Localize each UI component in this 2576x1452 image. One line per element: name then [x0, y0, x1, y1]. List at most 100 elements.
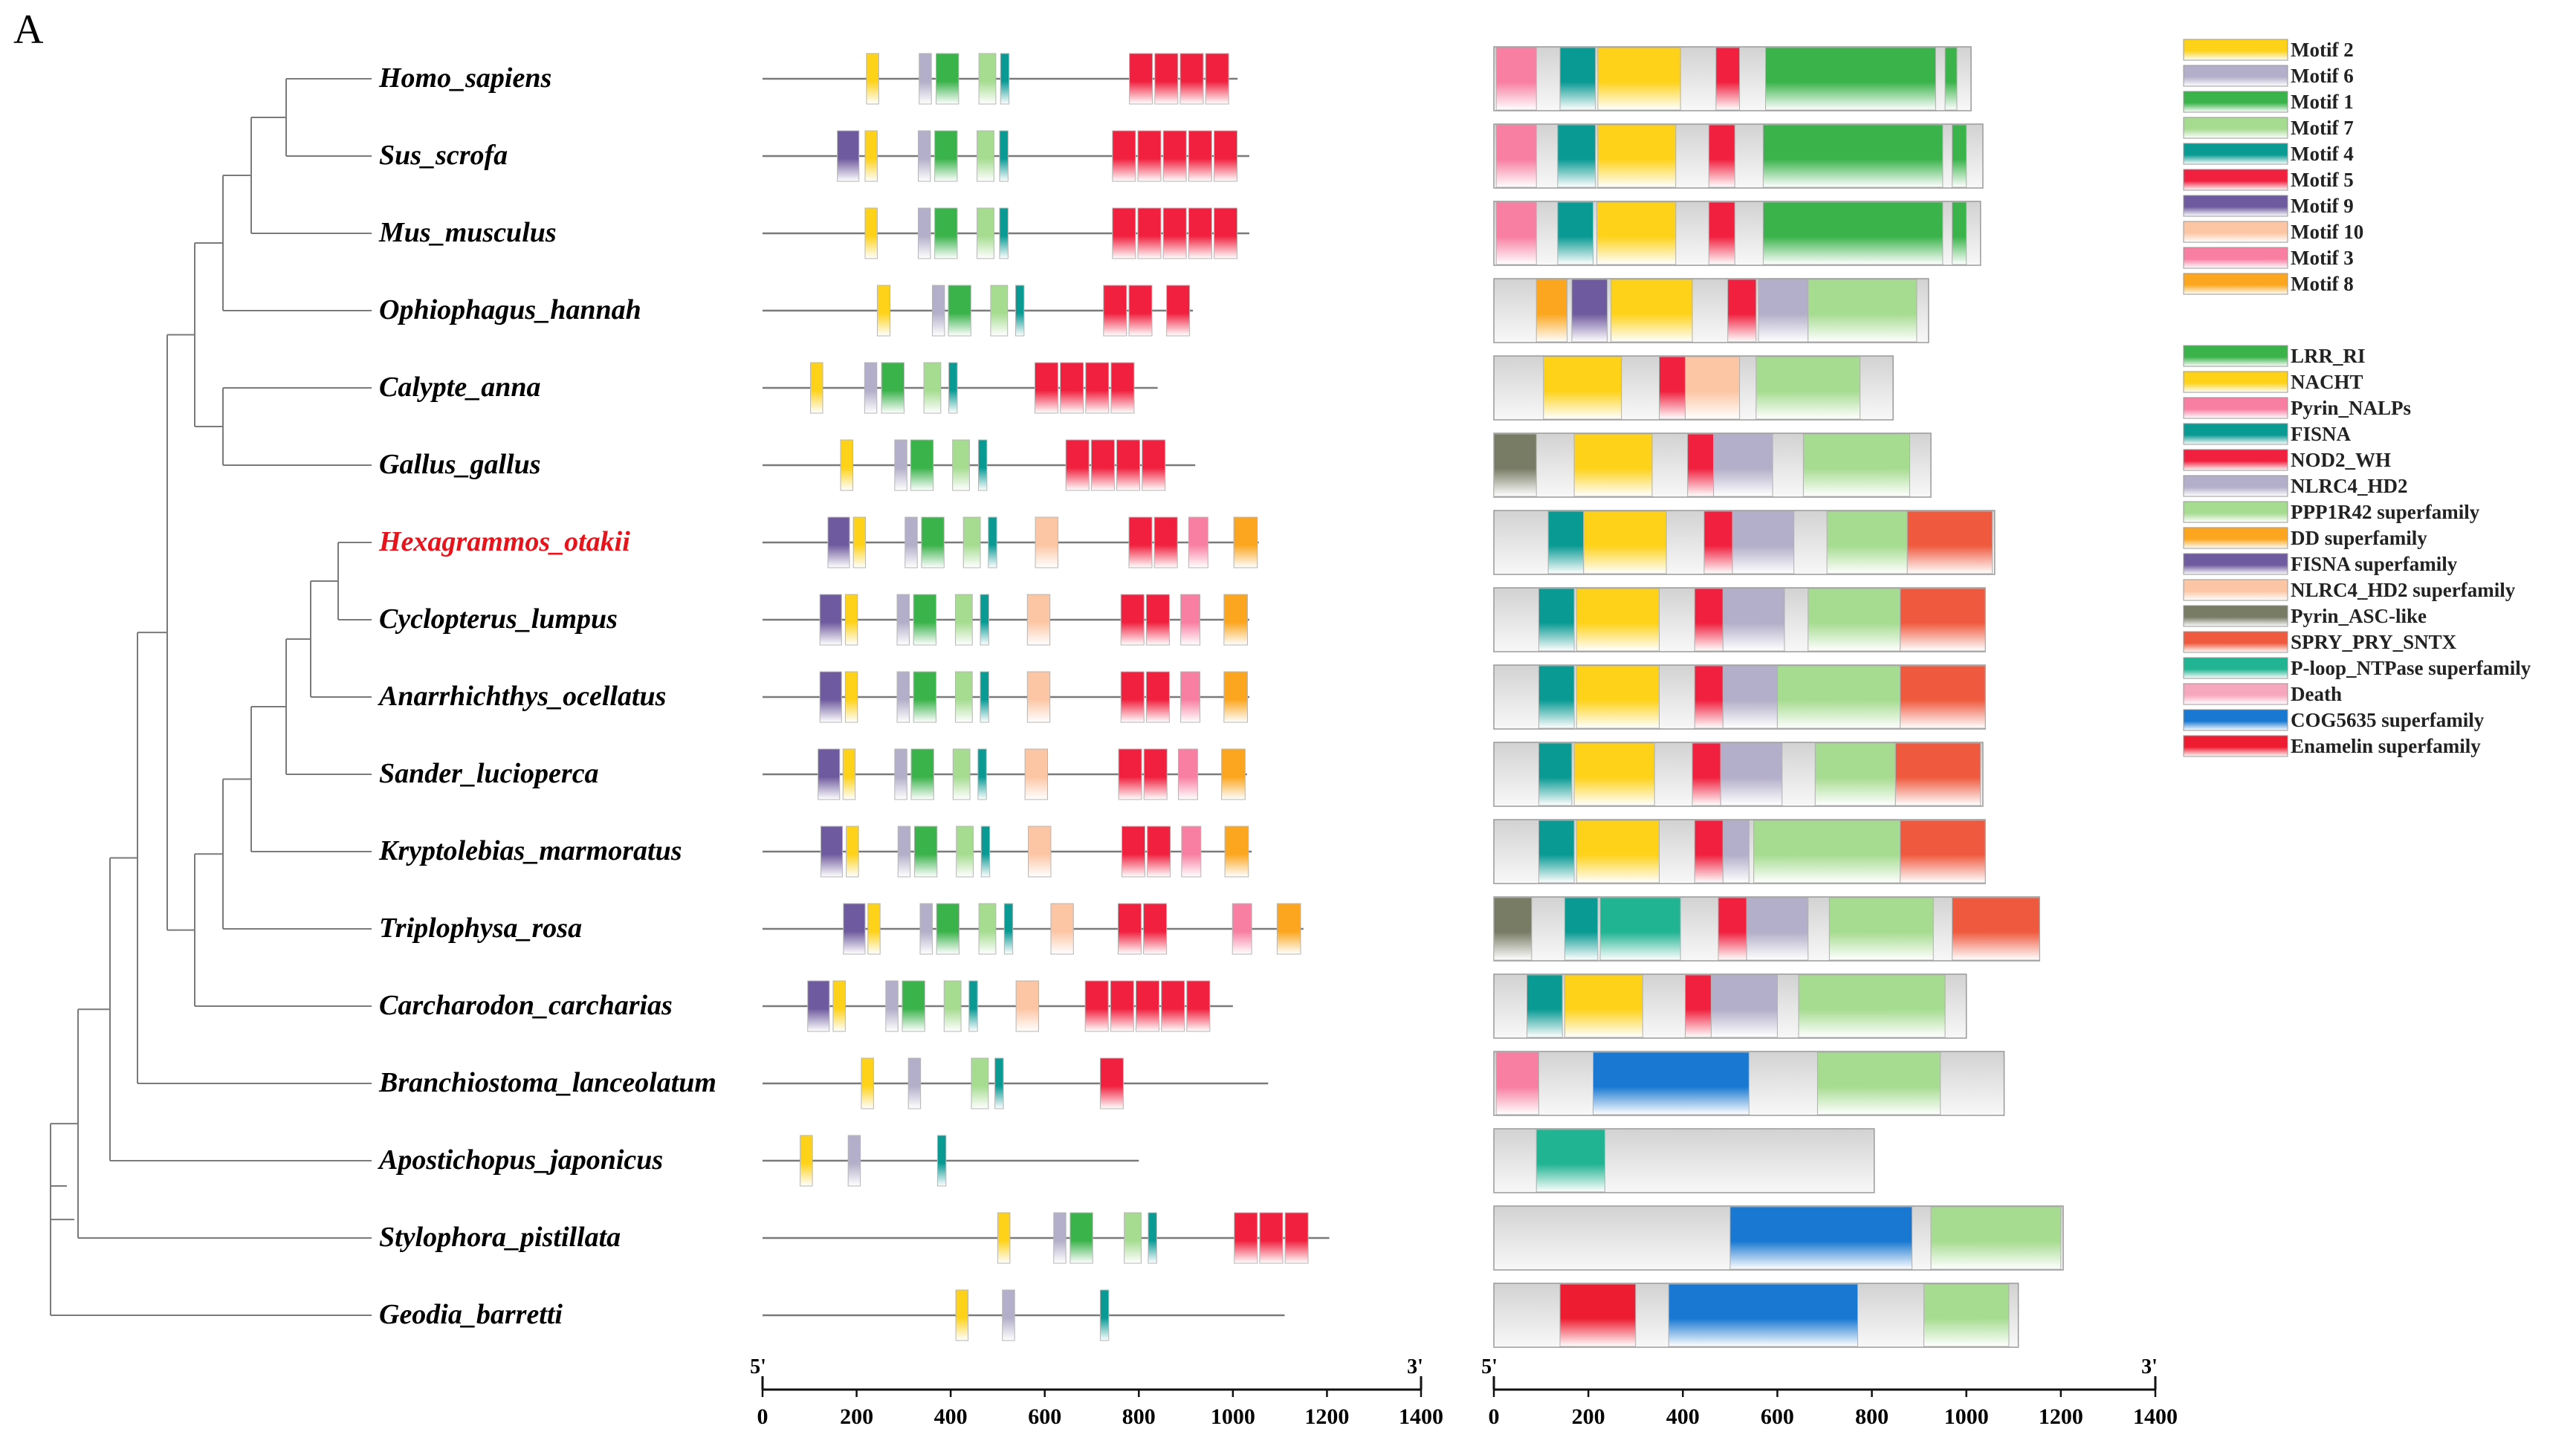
domain-track-triplophysa-rosa: [1493, 896, 2040, 962]
domain-block-cog5635-superfamily: [1729, 1206, 1913, 1270]
motif-block-motif-6: [907, 1057, 922, 1109]
domain-block-nlrc4-hd2-superfamily: [1684, 356, 1741, 420]
legend-swatch-pyrin-nalps: [2183, 397, 2288, 419]
motif-block-motif-5: [1214, 130, 1238, 182]
domain-block-fisna: [1557, 201, 1594, 265]
domain-track-apostichopus-japonicus: [1493, 1128, 1875, 1193]
domain-block-nacht: [1573, 742, 1655, 806]
legend-label-pyrin-asc-like: Pyrin_ASC-like: [2291, 605, 2427, 627]
domain-block-pyrin-asc-like: [1493, 433, 1537, 497]
motif-block-motif-1: [1069, 1212, 1093, 1264]
motif-block-motif-2: [832, 980, 846, 1032]
domain-track-kryptolebias-marmoratus: [1493, 819, 1986, 884]
motif-block-motif-5: [1166, 285, 1191, 337]
legend-swatch-motif-6: [2183, 65, 2288, 87]
legend-swatch-death: [2183, 683, 2288, 705]
motif-track-ophiophagus-hannah: [763, 285, 1194, 337]
motif-block-motif-4: [1000, 53, 1010, 105]
motif-block-motif-2: [997, 1212, 1011, 1264]
motif-block-motif-3: [1232, 903, 1252, 955]
motif-block-motif-5: [1135, 980, 1159, 1032]
domain-block-nacht: [1564, 974, 1643, 1038]
legend-label-p-loop-ntpase-superfamily: P-loop_NTPase superfamily: [2291, 657, 2531, 679]
motif-block-motif-2: [866, 53, 879, 105]
legend-swatch-dd-superfamily: [2183, 527, 2288, 549]
legend-swatch-motif-2: [2183, 39, 2288, 61]
motif-block-motif-6: [1002, 1289, 1015, 1341]
motif-block-motif-6: [847, 1135, 861, 1187]
motif-block-motif-5: [1188, 130, 1212, 182]
motif-block-motif-8: [1233, 516, 1258, 568]
motif-block-motif-5: [1120, 594, 1145, 646]
motif-block-motif-5: [1143, 748, 1168, 800]
motif-block-motif-5: [1137, 130, 1162, 182]
domain-block-fisna: [1559, 47, 1596, 111]
axis-end-label: 3': [2141, 1355, 2158, 1378]
legend-label-motif-9: Motif 9: [2291, 195, 2354, 217]
species-label-kryptolebias-marmoratus: Kryptolebias_marmoratus: [379, 835, 682, 866]
motif-track-homo-sapiens: [763, 53, 1238, 105]
motif-block-motif-5: [1128, 285, 1153, 337]
motif-block-motif-5: [1118, 748, 1142, 800]
motif-block-motif-5: [1112, 207, 1136, 259]
motif-block-motif-10: [1026, 671, 1051, 723]
motif-block-motif-5: [1205, 53, 1229, 105]
motif-block-motif-9: [818, 748, 841, 800]
domain-block-nlrc4-hd2: [1746, 897, 1809, 961]
legend-label-fisna: FISNA: [2291, 423, 2352, 445]
motif-block-motif-9: [819, 594, 842, 646]
legend-label-nlrc4-hd2: NLRC4_HD2: [2291, 475, 2408, 497]
domain-block-nacht: [1543, 356, 1622, 420]
motif-block-motif-5: [1145, 594, 1170, 646]
motif-track-sander-lucioperca: [763, 748, 1247, 800]
motif-block-motif-1: [934, 207, 958, 259]
motif-block-motif-9: [837, 130, 860, 182]
axis-tick-label: 200: [1572, 1404, 1605, 1429]
domain-block-fisna-superfamily: [1571, 279, 1608, 343]
motif-block-motif-4: [999, 130, 1009, 182]
axis-tick-label: 1000: [1211, 1404, 1255, 1429]
motif-block-motif-5: [1110, 362, 1135, 414]
motif-block-motif-2: [810, 362, 823, 414]
motif-block-motif-5: [1090, 439, 1115, 491]
motif-block-motif-5: [1153, 516, 1178, 568]
motif-block-motif-5: [1162, 207, 1187, 259]
domain-block-ppp1r42-superfamily: [1808, 588, 1901, 652]
motif-block-motif-7: [1124, 1212, 1142, 1264]
motif-block-motif-1: [913, 594, 937, 646]
motif-block-motif-1: [936, 903, 960, 955]
axis-tick-label: 400: [934, 1404, 968, 1429]
legend-swatch-motif-8: [2183, 273, 2288, 295]
motif-track-geodia-barretti: [763, 1289, 1285, 1341]
motif-block-motif-4: [968, 980, 978, 1032]
motif-block-motif-1: [948, 285, 971, 337]
domain-block-pyrin-asc-like: [1493, 897, 1533, 961]
motif-block-motif-6: [894, 748, 907, 800]
motif-block-motif-1: [910, 748, 934, 800]
domain-block-ppp1r42-superfamily: [1923, 1283, 2010, 1347]
domain-track-geodia-barretti: [1493, 1283, 2019, 1348]
motif-block-motif-5: [1110, 980, 1134, 1032]
motif-block-motif-1: [910, 439, 934, 491]
legend-swatch-motif-9: [2183, 195, 2288, 217]
domain-block-nod2-wh: [1708, 124, 1735, 188]
species-label-sus-scrofa: Sus_scrofa: [379, 140, 508, 171]
legend-label-death: Death: [2291, 683, 2342, 705]
species-label-triplophysa-rosa: Triplophysa_rosa: [379, 913, 583, 944]
legend-label-motif-2: Motif 2: [2291, 39, 2354, 61]
motif-track-carcharodon-carcharias: [763, 980, 1233, 1032]
species-label-stylophora-pistillata: Stylophora_pistillata: [379, 1222, 621, 1253]
axis-tick-label: 800: [1122, 1404, 1156, 1429]
motif-block-motif-5: [1117, 903, 1142, 955]
motif-block-motif-6: [896, 671, 910, 723]
legend-swatches: [2183, 39, 2288, 757]
motif-track-calypte-anna: [763, 362, 1158, 414]
motif-track-triplophysa-rosa: [763, 903, 1304, 955]
domain-block-spry-pry-sntx: [1900, 820, 1986, 884]
domain-block-spry-pry-sntx: [1894, 742, 1981, 806]
motif-block-motif-10: [1015, 980, 1039, 1032]
axis-end-label: 3': [1407, 1355, 1423, 1378]
domain-block-lrr-ri: [1762, 201, 1944, 265]
motif-block-motif-7: [956, 826, 974, 878]
axis-tick-label: 1200: [1304, 1404, 1349, 1429]
